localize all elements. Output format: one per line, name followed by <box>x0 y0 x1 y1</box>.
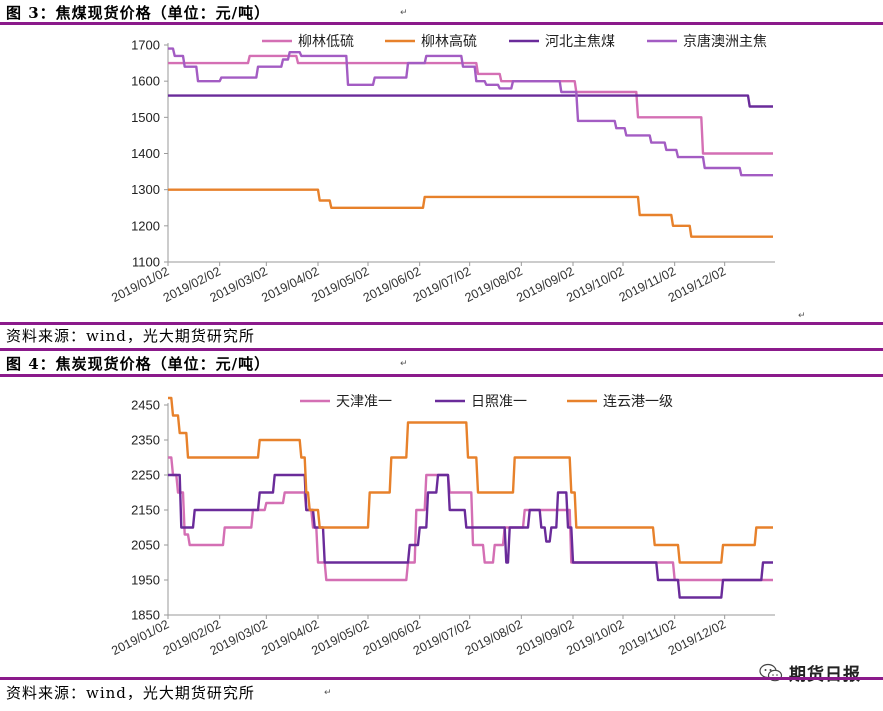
chart-2-title: 图 4：焦炭现货价格（单位：元/吨） <box>6 355 271 373</box>
chart-2: 1850 1950 2050 2150 2250 2350 2450 2019/01/02 20… <box>109 393 775 658</box>
y-tick-label: 2350 <box>131 433 160 448</box>
return-mark: ↵ <box>798 311 806 321</box>
legend-label: 柳林低硫 <box>298 33 354 49</box>
x-tick-label: 2019/12/02 <box>666 264 728 305</box>
x-tick-label: 2019/10/02 <box>564 264 626 305</box>
y-tick-label: 1700 <box>131 38 160 53</box>
y-tick-label: 1200 <box>131 218 160 233</box>
x-tick-label: 2019/08/02 <box>463 264 525 305</box>
series-line <box>168 94 773 108</box>
y-tick-label: 1400 <box>131 146 160 161</box>
legend-label: 连云港一级 <box>603 393 673 409</box>
series-line <box>168 396 773 564</box>
x-tick-label: 2019/01/02 <box>109 264 171 305</box>
return-mark: ↵ <box>400 8 408 18</box>
top-divider <box>0 22 883 25</box>
legend-label: 天津准一 <box>336 393 392 409</box>
watermark: 期货日报 <box>759 660 861 685</box>
y-tick-label: 1500 <box>131 110 160 125</box>
return-mark: ↵ <box>400 359 408 369</box>
y-tick-label: 2050 <box>131 538 160 553</box>
chart-1-source: 资料来源：wind，光大期货研究所 <box>6 327 255 345</box>
series-line <box>168 473 773 599</box>
legend-label: 柳林高硫 <box>421 33 477 49</box>
y-tick-label: 1600 <box>131 74 160 89</box>
y-tick-label: 1850 <box>131 608 160 623</box>
return-mark: ↵ <box>324 688 332 698</box>
y-tick-label: 1300 <box>131 182 160 197</box>
legend-label: 京唐澳洲主焦 <box>683 33 767 49</box>
y-tick-label: 1100 <box>132 255 160 270</box>
y-tick-label: 1950 <box>131 573 160 588</box>
divider <box>0 322 883 325</box>
legend-label: 河北主焦煤 <box>545 33 615 49</box>
x-tick-label: 2019/07/02 <box>411 264 473 305</box>
series-line <box>168 54 773 155</box>
legend-label: 日照准一 <box>471 393 527 409</box>
x-tick-label: 2019/12/02 <box>666 617 728 658</box>
bottom-divider <box>0 677 883 680</box>
series-line <box>168 47 773 177</box>
x-tick-label: 2019/08/02 <box>463 617 525 658</box>
x-tick-label: 2019/01/02 <box>109 617 171 658</box>
y-tick-label: 2450 <box>131 398 160 413</box>
watermark-text: 期货日报 <box>789 665 861 685</box>
series-line <box>168 456 773 582</box>
divider <box>0 348 883 351</box>
chart-1-title: 图 3：焦煤现货价格（单位：元/吨） <box>6 4 271 22</box>
divider <box>0 374 883 377</box>
x-tick-label: 2019/05/02 <box>309 264 371 305</box>
y-tick-label: 2250 <box>131 468 160 483</box>
chart-2-source: 资料来源：wind，光大期货研究所 <box>6 684 255 702</box>
x-tick-label: 2019/05/02 <box>309 617 371 658</box>
y-tick-label: 2150 <box>131 503 160 518</box>
chart-1: 1100 1200 1300 1400 1500 1600 1700 2019/01/02 20… <box>109 33 775 305</box>
x-tick-label: 2019/07/02 <box>411 617 473 658</box>
x-tick-label: 2019/10/02 <box>564 617 626 658</box>
series-line <box>168 188 773 238</box>
